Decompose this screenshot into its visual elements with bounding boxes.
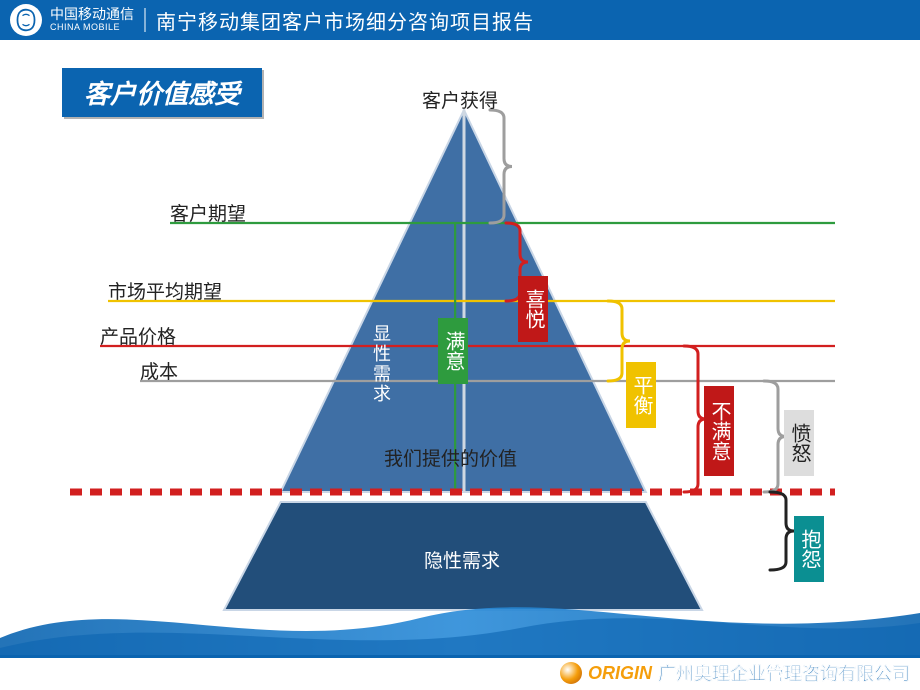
level-label-cost: 成本 [140,357,178,384]
level-label-price: 产品价格 [100,322,176,349]
footer-origin: ORIGIN [588,663,652,684]
level-label-expect: 客户期望 [170,199,246,226]
state-complain: 抱怨 [794,516,824,582]
apex-label: 客户获得 [422,86,498,113]
footer-branding: ORIGIN 广州奥理企业管理咨询有限公司 [560,660,910,686]
explicit-demand-label: 显性需求 [368,324,394,404]
report-title: 南宁移动集团客户市场细分咨询项目报告 [156,6,534,35]
brand-en: CHINA MOBILE [50,23,134,33]
state-unsat: 不满意 [704,386,734,476]
china-mobile-logo-icon [10,4,42,36]
header-bar: 中国移动通信 CHINA MOBILE 南宁移动集团客户市场细分咨询项目报告 [0,0,920,40]
state-anger: 愤怒 [784,410,814,476]
level-label-market: 市场平均期望 [108,277,222,304]
brand-cn: 中国移动通信 [50,7,134,22]
footer-o-icon [560,662,582,684]
state-satisfy: 满意 [438,318,468,384]
value-label: 我们提供的价值 [384,444,517,471]
hidden-demand-label: 隐性需求 [424,546,500,573]
state-balance: 平衡 [626,362,656,428]
footer-company: 广州奥理企业管理咨询有限公司 [658,660,910,686]
state-joy: 喜悦 [518,276,548,342]
brand-block: 中国移动通信 CHINA MOBILE [50,7,134,32]
header-divider [144,8,146,32]
footer-line [0,655,920,658]
